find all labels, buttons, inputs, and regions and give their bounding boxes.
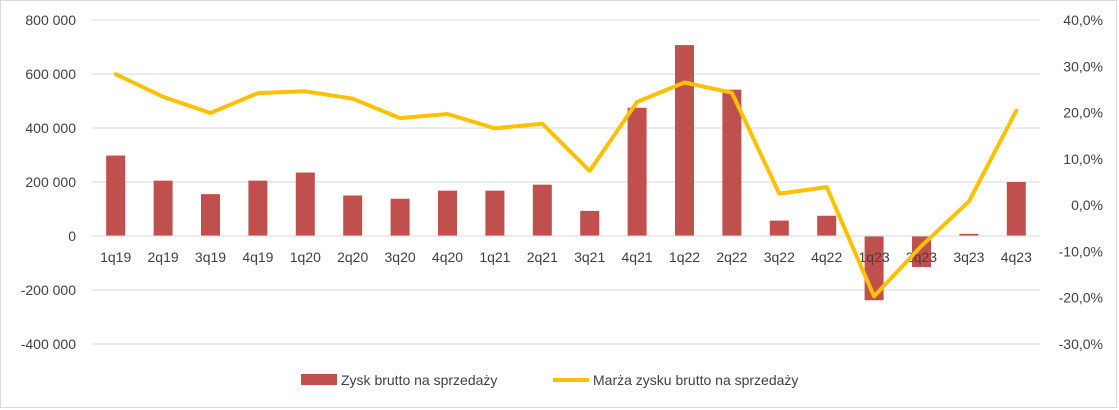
line-point: [1015, 110, 1017, 112]
line-point: [115, 73, 117, 75]
y-left-tick-label: 600 000: [25, 66, 76, 82]
x-tick-label: 3q20: [385, 249, 416, 265]
x-tick-label: 1q22: [669, 249, 700, 265]
y-left-tick-label: -200 000: [21, 282, 76, 298]
y-right-tick-label: 40,0%: [1063, 12, 1103, 28]
bar: [343, 195, 363, 236]
line-series-marza: [113, 72, 1019, 299]
legend: Zysk brutto na sprzedaży Marża zysku bru…: [301, 372, 798, 388]
bar: [106, 155, 126, 236]
y-left-tick-label: 400 000: [25, 120, 76, 136]
bar: [438, 190, 457, 236]
legend-swatch-bar: [301, 374, 337, 385]
bar: [295, 172, 315, 236]
line-point: [636, 101, 638, 103]
line-point: [968, 200, 970, 202]
x-tick-label: 3q21: [574, 249, 605, 265]
line-point: [684, 81, 685, 83]
line-point: [447, 113, 448, 115]
line-point: [873, 295, 875, 297]
line-point: [541, 123, 543, 125]
bar: [153, 180, 173, 236]
x-tick-label: 4q20: [432, 249, 463, 265]
bar: [390, 198, 410, 236]
y-right-tick-label: 10,0%: [1063, 151, 1103, 167]
y-right-tick-label: 30,0%: [1063, 58, 1103, 74]
y-right-tick-labels: -30,0% -20,0% -10,0% 0,0% 10,0% 20,0% 30,0% 40,…: [1059, 12, 1103, 352]
bar: [485, 190, 505, 236]
line-point: [921, 245, 922, 247]
x-tick-label: 4q19: [242, 249, 273, 265]
line-point: [826, 186, 828, 188]
x-tick-label: 4q22: [811, 249, 842, 265]
legend-label-line: Marża zysku brutto na sprzedaży: [593, 372, 798, 388]
x-tick-label: 1q21: [479, 249, 510, 265]
bar: [817, 215, 837, 236]
x-tick-label: 4q21: [622, 249, 653, 265]
x-tick-label: 3q22: [764, 249, 795, 265]
y-right-tick-label: 20,0%: [1063, 105, 1103, 121]
bar: [722, 89, 742, 236]
x-tick-label: 3q23: [953, 249, 984, 265]
bar: [201, 194, 220, 236]
line-point: [731, 92, 733, 94]
bar: [627, 107, 647, 236]
y-right-tick-label: -30,0%: [1059, 336, 1103, 352]
x-tick-label: 1q20: [290, 249, 321, 265]
y-left-tick-label: 0: [68, 228, 76, 244]
bar: [769, 220, 789, 236]
bar: [1006, 182, 1026, 236]
line-point: [352, 98, 354, 100]
x-tick-label: 2q20: [337, 249, 368, 265]
legend-label-bar: Zysk brutto na sprzedaży: [341, 372, 497, 388]
line-point: [778, 193, 780, 195]
y-left-tick-labels: -400 000 -200 000 0 200 000 400 000 600 000 80…: [21, 12, 76, 352]
bar: [675, 45, 694, 236]
bar: [959, 233, 979, 236]
bar: [532, 184, 552, 236]
line-point: [210, 112, 211, 114]
x-tick-label: 2q19: [148, 249, 179, 265]
x-tick-label: 2q21: [527, 249, 558, 265]
x-tick-label: 1q23: [859, 249, 890, 265]
line-point: [162, 96, 164, 98]
line-point: [589, 170, 591, 172]
x-tick-labels: 1q19 2q19 3q19 4q19 1q20 2q20 3q20 4q20 1q21 2q21…: [100, 249, 1032, 265]
y-right-tick-label: -20,0%: [1059, 290, 1103, 306]
y-right-tick-label: 0,0%: [1071, 197, 1103, 213]
x-tick-label: 3q19: [195, 249, 226, 265]
bar: [248, 180, 268, 236]
x-tick-label: 2q22: [716, 249, 747, 265]
bar-series-zysk-brutto: [106, 45, 1026, 301]
line-point: [494, 127, 496, 129]
y-right-tick-label: -10,0%: [1059, 243, 1103, 259]
line-point: [399, 117, 401, 119]
bar: [580, 210, 600, 236]
line-point: [257, 92, 259, 94]
gridlines: [92, 19, 1040, 345]
y-left-tick-label: 200 000: [25, 174, 76, 190]
margin-line: [113, 72, 1019, 299]
line-point: [304, 90, 306, 92]
x-tick-label: 1q19: [100, 249, 131, 265]
x-tick-label: 4q23: [1001, 249, 1032, 265]
y-left-tick-label: -400 000: [21, 336, 76, 352]
y-left-tick-label: 800 000: [25, 12, 76, 28]
